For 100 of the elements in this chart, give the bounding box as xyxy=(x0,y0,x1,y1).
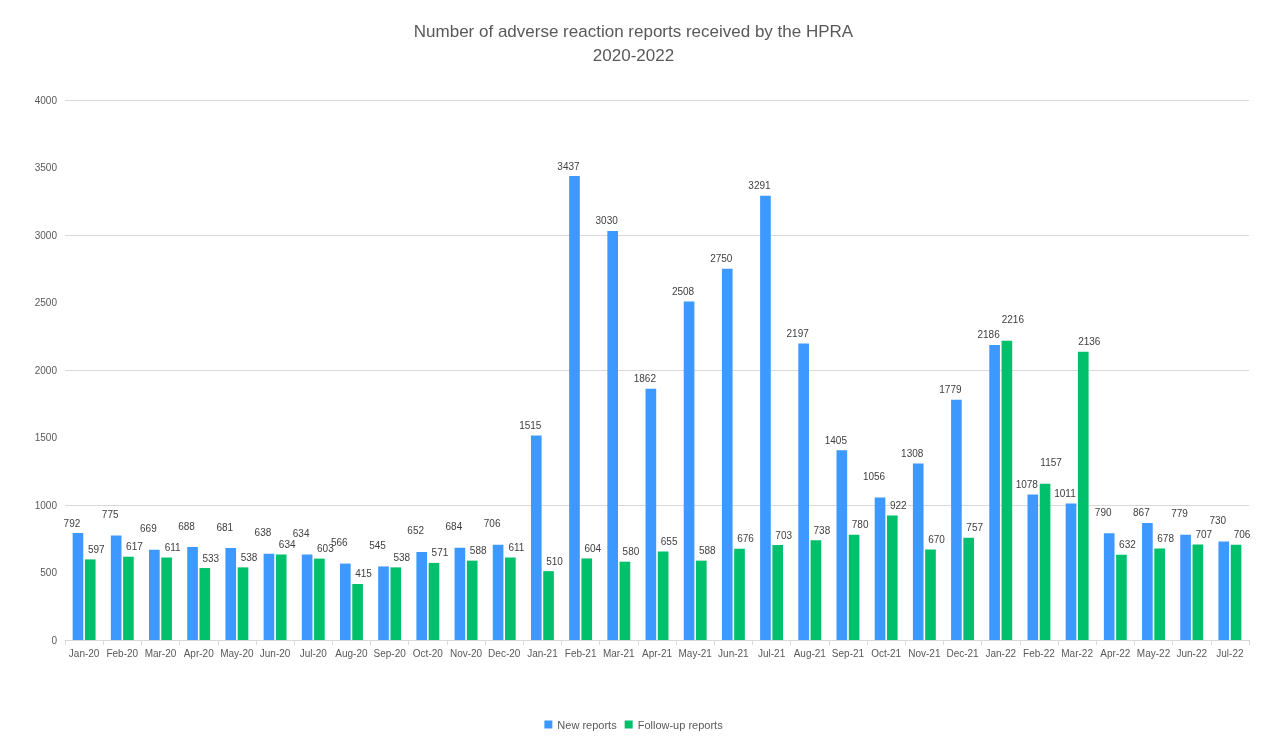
bar xyxy=(428,562,440,640)
bar xyxy=(772,545,784,640)
x-tick-label: Apr-20 xyxy=(183,647,215,659)
data-label: 688 xyxy=(178,520,196,532)
data-label: 533 xyxy=(202,552,220,564)
legend-label: Follow-up reports xyxy=(637,718,724,731)
y-tick-label: 3000 xyxy=(34,229,58,241)
bar xyxy=(339,563,351,640)
bar xyxy=(492,544,504,640)
data-label: 780 xyxy=(851,519,869,531)
x-tick-label: Jan-22 xyxy=(985,647,1017,659)
bar xyxy=(886,515,898,640)
data-label: 1157 xyxy=(1040,457,1063,469)
data-label: 634 xyxy=(292,527,310,539)
data-label: 538 xyxy=(240,551,258,563)
data-label: 538 xyxy=(393,551,411,563)
bar xyxy=(569,176,580,640)
bar xyxy=(695,560,707,640)
x-tick-label: Jan-20 xyxy=(68,647,100,659)
data-label: 655 xyxy=(660,536,678,548)
bar xyxy=(275,554,287,640)
bar xyxy=(836,450,848,640)
x-tick-label: Mar-22 xyxy=(1061,647,1094,659)
bar xyxy=(123,556,134,640)
bar xyxy=(1065,503,1077,640)
data-label: 638 xyxy=(254,527,272,539)
y-tick-label: 2000 xyxy=(34,364,58,376)
bar xyxy=(963,537,975,640)
bar xyxy=(1001,340,1013,640)
data-label: 757 xyxy=(966,522,984,534)
data-label: 1779 xyxy=(939,384,962,396)
chart-title: Number of adverse reaction reports received by the HPRA 2020-2022 xyxy=(413,21,854,65)
data-label: 1862 xyxy=(633,373,657,385)
bar xyxy=(1077,351,1089,640)
x-tick-label: Oct-21 xyxy=(871,647,902,659)
y-tick-label: 1500 xyxy=(34,432,58,443)
x-tick-label: Jun-20 xyxy=(259,647,291,659)
data-label: 1515 xyxy=(519,419,542,431)
bar xyxy=(72,533,84,640)
bar xyxy=(683,301,695,640)
bar xyxy=(1230,544,1242,640)
data-label: 706 xyxy=(483,518,501,530)
data-label: 580 xyxy=(622,546,640,558)
bar xyxy=(925,549,936,640)
bar xyxy=(1116,554,1127,640)
data-label: 792 xyxy=(63,517,81,529)
y-tick-label: 500 xyxy=(40,567,58,578)
x-tick-label: Jul-20 xyxy=(299,647,328,659)
data-label: 510 xyxy=(546,555,564,567)
x-tick-label: May-22 xyxy=(1136,647,1171,659)
data-label: 632 xyxy=(1119,539,1137,551)
data-label: 676 xyxy=(737,533,755,545)
legend-label: New reports xyxy=(557,718,618,731)
data-label: 2750 xyxy=(710,253,733,265)
data-label: 678 xyxy=(1157,532,1175,544)
x-tick-label: Jun-22 xyxy=(1176,647,1208,659)
data-label: 779 xyxy=(1171,508,1189,520)
data-label: 611 xyxy=(508,542,525,554)
bar xyxy=(1192,544,1204,640)
bar xyxy=(263,553,275,640)
bar xyxy=(810,540,822,640)
bar xyxy=(161,557,172,640)
bar xyxy=(848,534,860,640)
data-label: 2186 xyxy=(977,329,1001,341)
bar xyxy=(84,559,96,640)
data-label: 603 xyxy=(317,543,335,555)
x-tick-label: May-20 xyxy=(220,647,254,659)
data-label: 634 xyxy=(278,538,296,550)
y-tick-label: 0 xyxy=(51,634,58,646)
data-label: 588 xyxy=(698,545,717,557)
x-tick-label: Oct-20 xyxy=(412,647,444,659)
data-label: 1056 xyxy=(862,470,886,482)
bar xyxy=(1103,533,1115,640)
bar xyxy=(390,567,402,640)
y-tick-label: 4000 xyxy=(34,94,58,106)
bar xyxy=(301,554,313,640)
x-tick-label: Feb-21 xyxy=(564,647,597,659)
bar xyxy=(543,571,554,640)
x-tick-label: Nov-20 xyxy=(449,647,483,659)
x-tick-label: Apr-21 xyxy=(641,647,673,659)
bar xyxy=(619,561,631,640)
bar xyxy=(581,558,593,640)
data-label: 604 xyxy=(584,542,602,554)
bar xyxy=(187,547,198,640)
x-tick-label: Dec-21 xyxy=(946,647,980,659)
x-tick-label: Mar-21 xyxy=(602,647,636,659)
x-tick-label: Feb-20 xyxy=(106,647,139,659)
bar xyxy=(1218,541,1230,640)
bar xyxy=(110,535,122,640)
bar xyxy=(1154,548,1165,640)
data-label: 703 xyxy=(775,529,793,541)
data-label: 611 xyxy=(164,542,182,554)
data-label: 1405 xyxy=(824,434,848,446)
data-label: 707 xyxy=(1195,529,1213,541)
data-label: 2197 xyxy=(786,327,810,339)
bar xyxy=(912,463,924,640)
data-label: 652 xyxy=(407,525,425,537)
data-label: 545 xyxy=(369,539,387,551)
data-label: 588 xyxy=(469,545,487,557)
data-label: 738 xyxy=(813,524,831,536)
